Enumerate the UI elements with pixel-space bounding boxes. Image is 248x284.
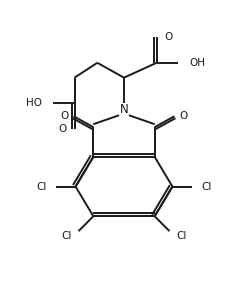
Text: O: O <box>61 111 69 121</box>
Text: Cl: Cl <box>176 231 187 241</box>
Text: Cl: Cl <box>201 181 212 192</box>
Text: N: N <box>120 103 128 116</box>
Text: OH: OH <box>189 58 205 68</box>
Text: HO: HO <box>26 98 42 108</box>
Text: O: O <box>179 111 187 121</box>
Text: Cl: Cl <box>61 231 72 241</box>
Text: Cl: Cl <box>36 181 47 192</box>
Text: O: O <box>59 124 67 134</box>
Text: O: O <box>164 32 173 42</box>
